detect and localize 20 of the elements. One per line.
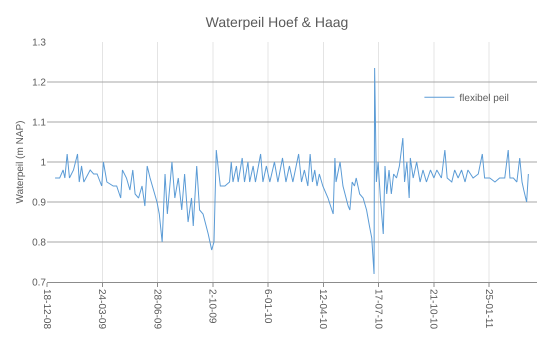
y-tick-label: 0.8: [32, 238, 46, 248]
y-axis-title: Waterpeil (m NAP): [15, 120, 26, 204]
y-tick-label: 1.3: [32, 38, 46, 48]
y-tick-label: 1: [40, 158, 46, 168]
chart-title: Waterpeil Hoef & Haag: [206, 14, 348, 30]
y-tick-label: 0.9: [32, 198, 46, 208]
line-series: [54, 68, 529, 274]
x-tick-label: 17-07-10: [372, 289, 384, 330]
legend-label: flexibel peil: [459, 93, 509, 104]
y-tick-label: 1.1: [32, 118, 46, 128]
x-tick-label: 21-10-10: [428, 289, 439, 330]
y-tick-label: 1.2: [32, 78, 46, 88]
x-tick-label: 24-03-09: [96, 289, 108, 330]
x-tick-label: 25-01-11: [482, 289, 494, 329]
x-tick-label: 6-01-10: [262, 289, 273, 324]
x-tick-label: 2-10-09: [206, 289, 218, 324]
y-tick-label: 0.7: [32, 278, 46, 288]
x-tick-label: 12-04-10: [317, 289, 328, 330]
x-tick-label: 18-12-08: [40, 289, 52, 330]
x-tick-label: 28-06-09: [151, 289, 162, 330]
